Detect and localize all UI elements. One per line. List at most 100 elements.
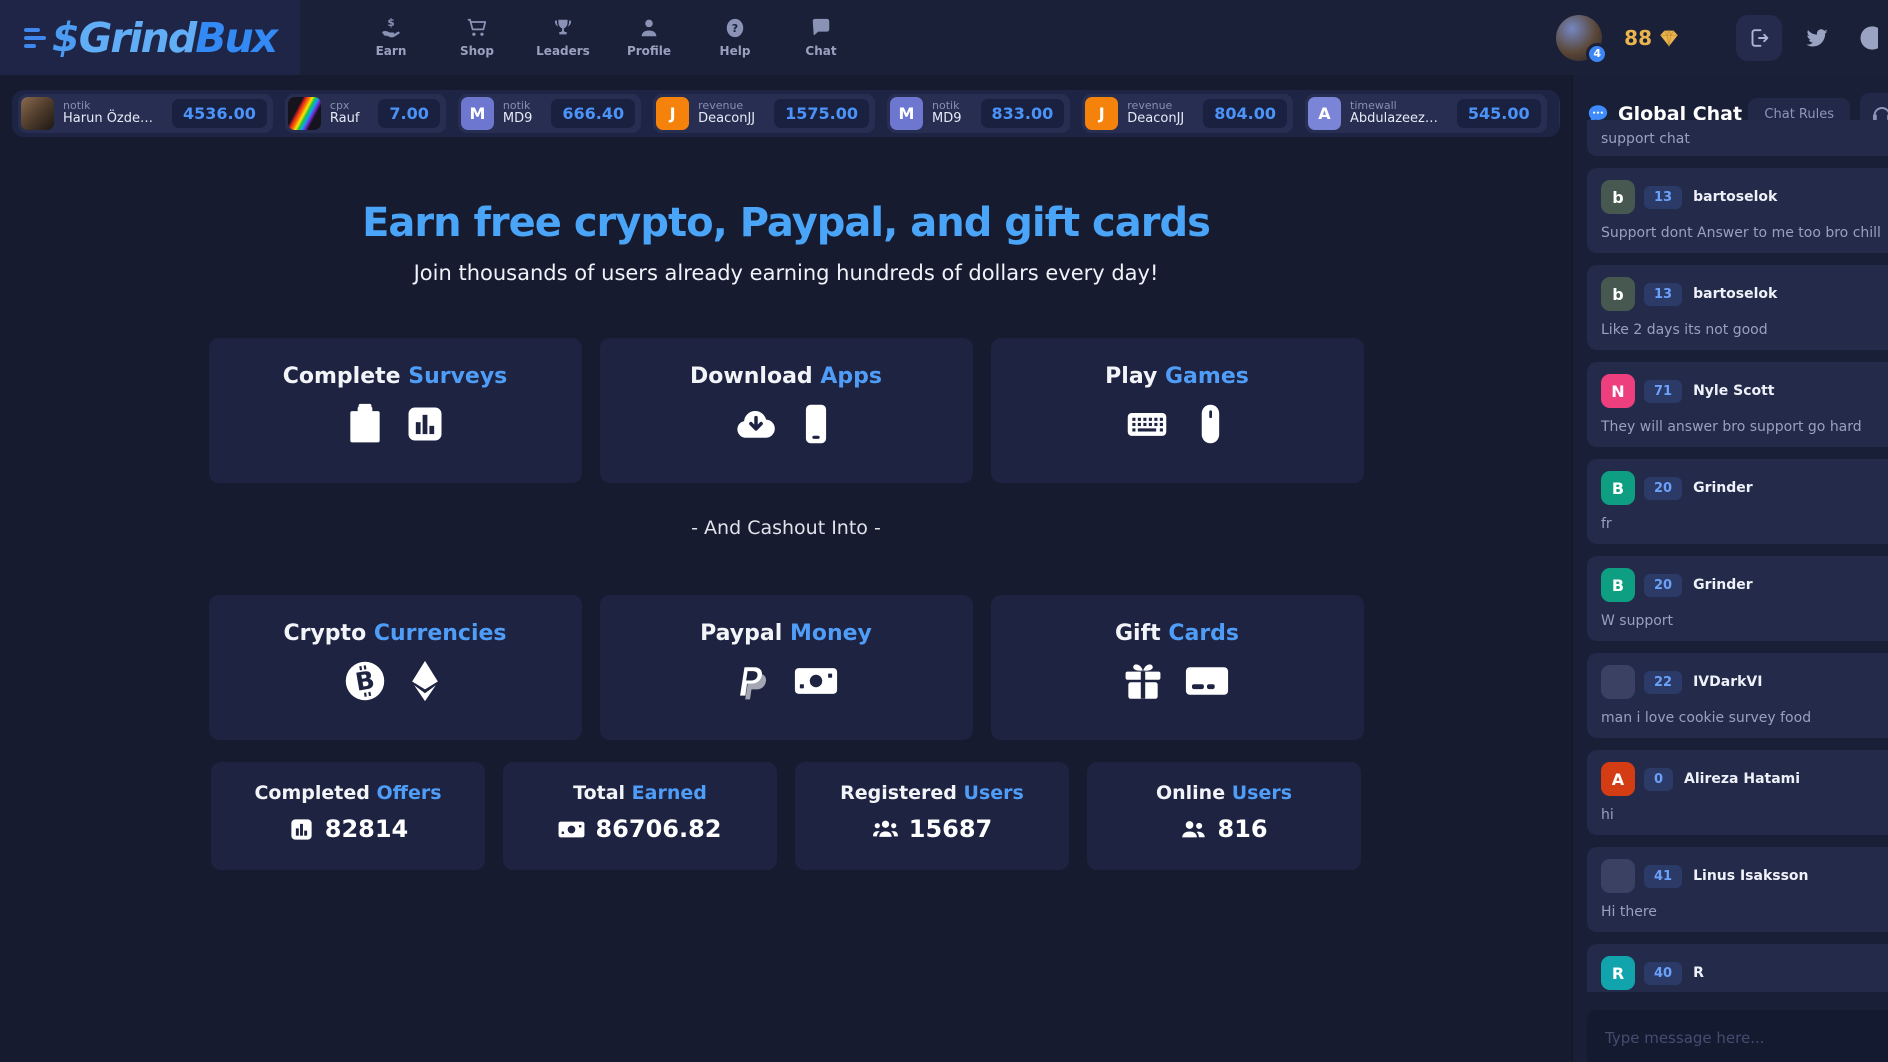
card-paypal-money: Paypal Money xyxy=(599,595,973,740)
earnings-ticker: notik Harun Özde… 4536.00 cpx Rauf 7.00 M … xyxy=(12,90,1560,137)
card-complete-surveys: Complete Surveys xyxy=(208,338,582,483)
chat-message-input[interactable] xyxy=(1587,1010,1888,1062)
chat-message: A 0 Alireza Hatami hi xyxy=(1587,750,1888,835)
ticker-item: A timewall Abdulazeez… 545.00 xyxy=(1305,94,1547,133)
svg-text:B: B xyxy=(353,665,377,697)
hand-dollar-icon: $ xyxy=(382,17,400,38)
keyboard-icon xyxy=(1127,413,1167,436)
avatar-initial: b xyxy=(1601,180,1635,214)
earner-name: DeaconJJ xyxy=(698,111,756,127)
logout-button[interactable] xyxy=(1736,14,1782,61)
logo[interactable]: $ GrindBux xyxy=(0,0,300,75)
message-text: Like 2 days its not good xyxy=(1601,322,1768,338)
trophy-icon xyxy=(554,19,572,35)
earn-methods-row: Complete Surveys Download Apps Play Game… xyxy=(0,338,1572,483)
avatar-initial: b xyxy=(1601,277,1635,311)
card-title: Download Apps xyxy=(690,364,882,389)
avatar-image xyxy=(21,97,54,130)
stat-value: 86706.82 xyxy=(558,815,722,843)
chat-input-container xyxy=(1587,1010,1888,1062)
chat-message-partial: support chat xyxy=(1587,120,1888,156)
offerwall-name: notik xyxy=(502,98,531,112)
earning-amount: 804.00 xyxy=(1203,99,1287,128)
username[interactable]: Grinder xyxy=(1693,480,1753,496)
poll-bars-icon xyxy=(291,818,312,840)
avatar-initial: B xyxy=(1601,568,1635,602)
message-text: fr xyxy=(1601,516,1612,532)
message-text: Hi there xyxy=(1601,904,1657,920)
money-bill-icon xyxy=(559,821,585,837)
ticker-item: cpx Rauf 7.00 xyxy=(284,94,446,133)
earner-name: MD9 xyxy=(932,111,962,127)
user-icon xyxy=(641,19,657,37)
cashout-divider: - And Cashout Into - xyxy=(691,517,881,539)
username[interactable]: bartoselok xyxy=(1693,189,1778,205)
card-gift-cards: Gift Cards xyxy=(990,595,1364,740)
stat-registered-users: Registered Users 15687 xyxy=(795,762,1069,870)
stat-label: Total Earned xyxy=(573,782,707,804)
chat-message: N 71 Nyle Scott They will answer bro suppo… xyxy=(1587,362,1888,447)
username[interactable]: Linus Isaksson xyxy=(1693,868,1809,884)
logo-text: GrindBux xyxy=(78,13,278,62)
avatar-initial: M xyxy=(890,97,924,130)
username[interactable]: R xyxy=(1693,965,1704,981)
credit-card-icon xyxy=(1185,667,1229,695)
chat-bubble-icon xyxy=(812,18,830,36)
nav-item-chat[interactable]: Chat xyxy=(792,17,850,58)
question-icon: ? xyxy=(726,18,744,38)
ticker-item: M notik MD9 833.00 xyxy=(887,94,1071,133)
twitter-icon[interactable] xyxy=(1804,25,1830,51)
earning-amount: 833.00 xyxy=(980,99,1065,128)
stat-total-earned: Total Earned 86706.82 xyxy=(503,762,777,870)
offerwall-name: notik xyxy=(932,98,960,112)
card-title: Play Games xyxy=(1105,364,1249,389)
username[interactable]: bartoselok xyxy=(1693,286,1778,302)
avatar-image xyxy=(1601,859,1635,893)
earning-amount: 1575.00 xyxy=(774,99,870,128)
nav-item-shop[interactable]: Shop xyxy=(448,17,506,58)
paypal-icon xyxy=(740,667,767,700)
nav-item-help[interactable]: ? Help xyxy=(706,17,764,58)
users-group-icon xyxy=(872,820,898,837)
main-content: Earn free crypto, Paypal, and gift cards… xyxy=(0,75,1572,1062)
avatar-initial: R xyxy=(1601,956,1635,990)
chat-message: b 13 bartoselok Support dont Answer to me … xyxy=(1587,168,1888,253)
coin-balance: 88 xyxy=(1624,26,1680,50)
card-icons xyxy=(1121,659,1233,703)
chat-message: 41 Linus Isaksson Hi there xyxy=(1587,847,1888,932)
level-badge: 13 xyxy=(1644,282,1683,306)
svg-text:?: ? xyxy=(732,22,738,35)
logo-speedlines-icon xyxy=(23,27,46,48)
username[interactable]: Grinder xyxy=(1693,577,1753,593)
stat-value: 816 xyxy=(1180,815,1268,843)
stat-online-users: Online Users 816 xyxy=(1087,762,1361,870)
offerwall-name: revenue xyxy=(1127,98,1173,112)
earning-amount: 545.00 xyxy=(1456,99,1541,128)
card-title: Complete Surveys xyxy=(282,364,508,389)
offerwall-name: notik xyxy=(63,98,91,112)
message-text: hi xyxy=(1601,807,1614,823)
avatar-initial: J xyxy=(1085,97,1119,130)
level-badge: 20 xyxy=(1644,573,1683,597)
earning-amount: 4536.00 xyxy=(172,99,267,128)
nav-item-leaders[interactable]: Leaders xyxy=(534,17,592,58)
chat-bubble-icon xyxy=(1588,105,1608,123)
message-text: Support dont Answer to me too bro chill xyxy=(1601,225,1881,241)
username[interactable]: Nyle Scott xyxy=(1693,383,1775,399)
earning-amount: 7.00 xyxy=(378,99,440,128)
offerwall-name: revenue xyxy=(698,98,744,112)
nav-item-profile[interactable]: Profile xyxy=(620,17,678,58)
card-icons xyxy=(730,659,842,703)
discord-icon[interactable] xyxy=(1850,24,1884,52)
earner-name: Harun Özde… xyxy=(63,111,154,127)
username[interactable]: IVDarkVI xyxy=(1693,674,1763,690)
user-avatar[interactable]: 4 xyxy=(1556,14,1609,65)
mobile-icon xyxy=(805,404,827,444)
clipboard-icon xyxy=(350,403,380,443)
nav-item-earn[interactable]: $ Earn xyxy=(375,17,407,58)
username[interactable]: Alireza Hatami xyxy=(1684,771,1801,787)
avatar-initial: A xyxy=(1601,762,1635,796)
card-title: Crypto Currencies xyxy=(283,621,507,646)
level-badge: 41 xyxy=(1644,864,1683,888)
